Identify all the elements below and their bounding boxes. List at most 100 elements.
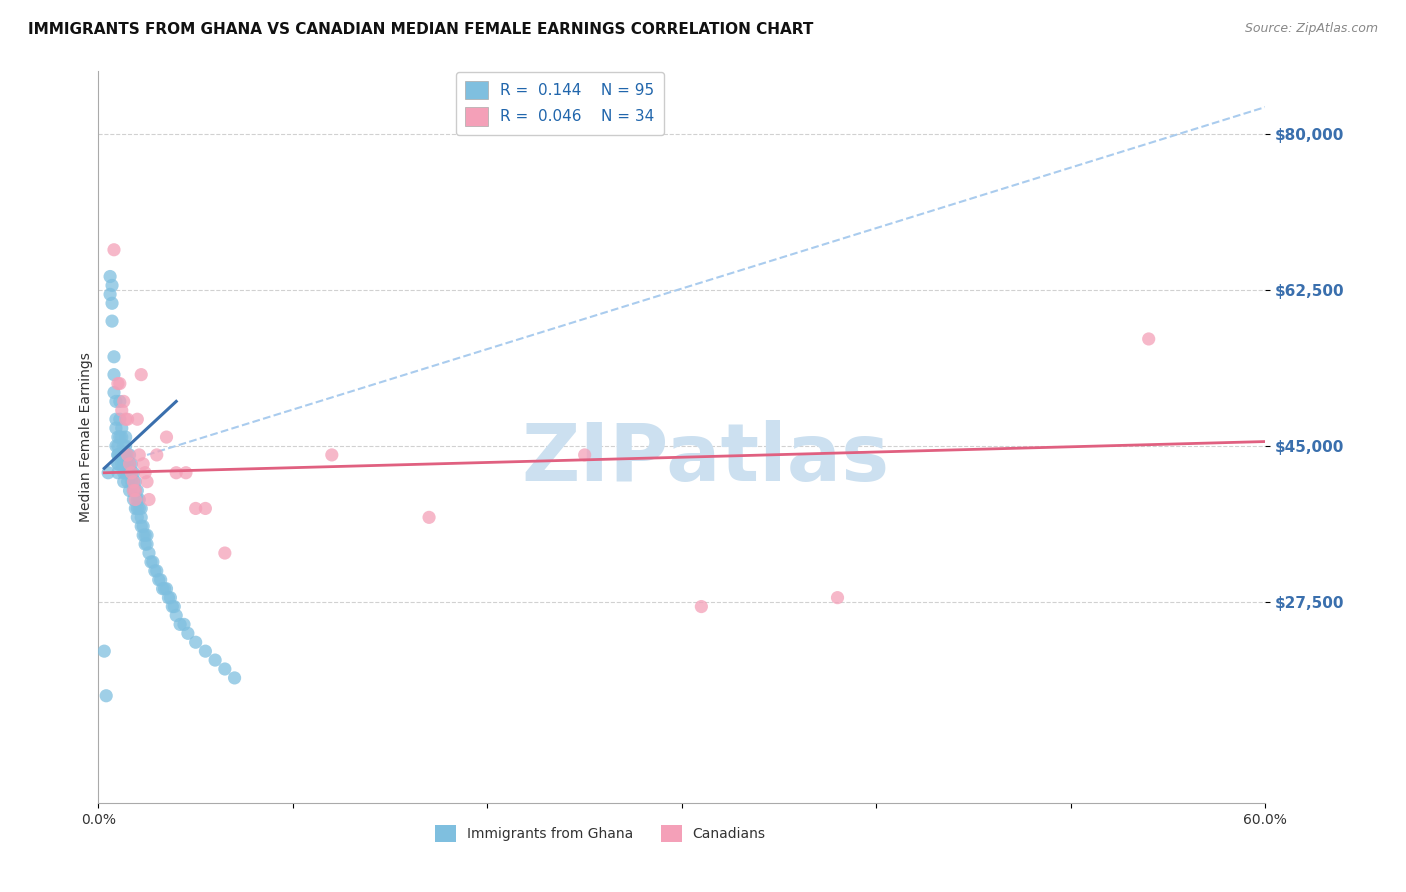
Point	[111, 421, 134, 435]
Point	[117, 466, 139, 480]
Point	[146, 564, 169, 578]
Text: Source: ZipAtlas.com: Source: ZipAtlas.com	[1244, 22, 1378, 36]
Point	[107, 457, 129, 471]
Point	[177, 626, 200, 640]
Point	[112, 439, 135, 453]
Point	[112, 394, 135, 409]
Point	[107, 439, 129, 453]
Point	[118, 466, 141, 480]
Point	[146, 448, 169, 462]
Point	[108, 448, 131, 462]
Point	[690, 599, 713, 614]
Point	[101, 314, 124, 328]
Point	[114, 430, 136, 444]
Point	[107, 376, 129, 391]
Point	[121, 466, 143, 480]
Point	[117, 457, 139, 471]
Point	[194, 644, 217, 658]
Point	[122, 475, 145, 489]
Point	[108, 376, 131, 391]
Point	[104, 421, 127, 435]
Point	[112, 466, 135, 480]
Point	[117, 475, 139, 489]
Point	[104, 394, 127, 409]
Point	[117, 448, 139, 462]
Point	[114, 439, 136, 453]
Point	[108, 412, 131, 426]
Text: IMMIGRANTS FROM GHANA VS CANADIAN MEDIAN FEMALE EARNINGS CORRELATION CHART: IMMIGRANTS FROM GHANA VS CANADIAN MEDIAN…	[28, 22, 814, 37]
Point	[127, 483, 149, 498]
Point	[111, 457, 134, 471]
Point	[129, 368, 152, 382]
Point	[214, 546, 236, 560]
Point	[124, 483, 146, 498]
Point	[138, 546, 160, 560]
Point	[127, 492, 149, 507]
Point	[107, 466, 129, 480]
Point	[128, 448, 150, 462]
Point	[149, 573, 172, 587]
Point	[1137, 332, 1160, 346]
Point	[224, 671, 246, 685]
Point	[127, 510, 149, 524]
Point	[122, 483, 145, 498]
Point	[204, 653, 226, 667]
Point	[321, 448, 343, 462]
Point	[118, 457, 141, 471]
Point	[108, 394, 131, 409]
Point	[148, 573, 170, 587]
Point	[122, 492, 145, 507]
Point	[112, 448, 135, 462]
Point	[827, 591, 849, 605]
Point	[101, 296, 124, 310]
Point	[121, 466, 143, 480]
Point	[132, 528, 155, 542]
Point	[117, 412, 139, 426]
Point	[174, 466, 197, 480]
Point	[103, 243, 125, 257]
Y-axis label: Median Female Earnings: Median Female Earnings	[79, 352, 93, 522]
Point	[93, 644, 115, 658]
Point	[96, 689, 118, 703]
Point	[127, 501, 149, 516]
Point	[184, 635, 207, 649]
Point	[155, 582, 177, 596]
Point	[574, 448, 596, 462]
Point	[155, 430, 177, 444]
Point	[134, 528, 156, 542]
Point	[121, 457, 143, 471]
Point	[127, 412, 149, 426]
Point	[111, 448, 134, 462]
Point	[122, 483, 145, 498]
Point	[97, 466, 120, 480]
Point	[111, 430, 134, 444]
Point	[98, 269, 121, 284]
Point	[139, 555, 162, 569]
Point	[114, 448, 136, 462]
Point	[184, 501, 207, 516]
Point	[169, 617, 191, 632]
Point	[124, 483, 146, 498]
Point	[107, 457, 129, 471]
Point	[128, 492, 150, 507]
Point	[118, 448, 141, 462]
Point	[134, 466, 156, 480]
Point	[118, 483, 141, 498]
Point	[117, 448, 139, 462]
Point	[107, 448, 129, 462]
Point	[173, 617, 195, 632]
Point	[153, 582, 176, 596]
Point	[162, 599, 184, 614]
Point	[163, 599, 186, 614]
Point	[101, 278, 124, 293]
Point	[114, 412, 136, 426]
Point	[104, 412, 127, 426]
Point	[157, 591, 180, 605]
Point	[124, 475, 146, 489]
Point	[136, 528, 159, 542]
Point	[165, 466, 187, 480]
Point	[136, 475, 159, 489]
Point	[108, 430, 131, 444]
Point	[122, 466, 145, 480]
Point	[118, 457, 141, 471]
